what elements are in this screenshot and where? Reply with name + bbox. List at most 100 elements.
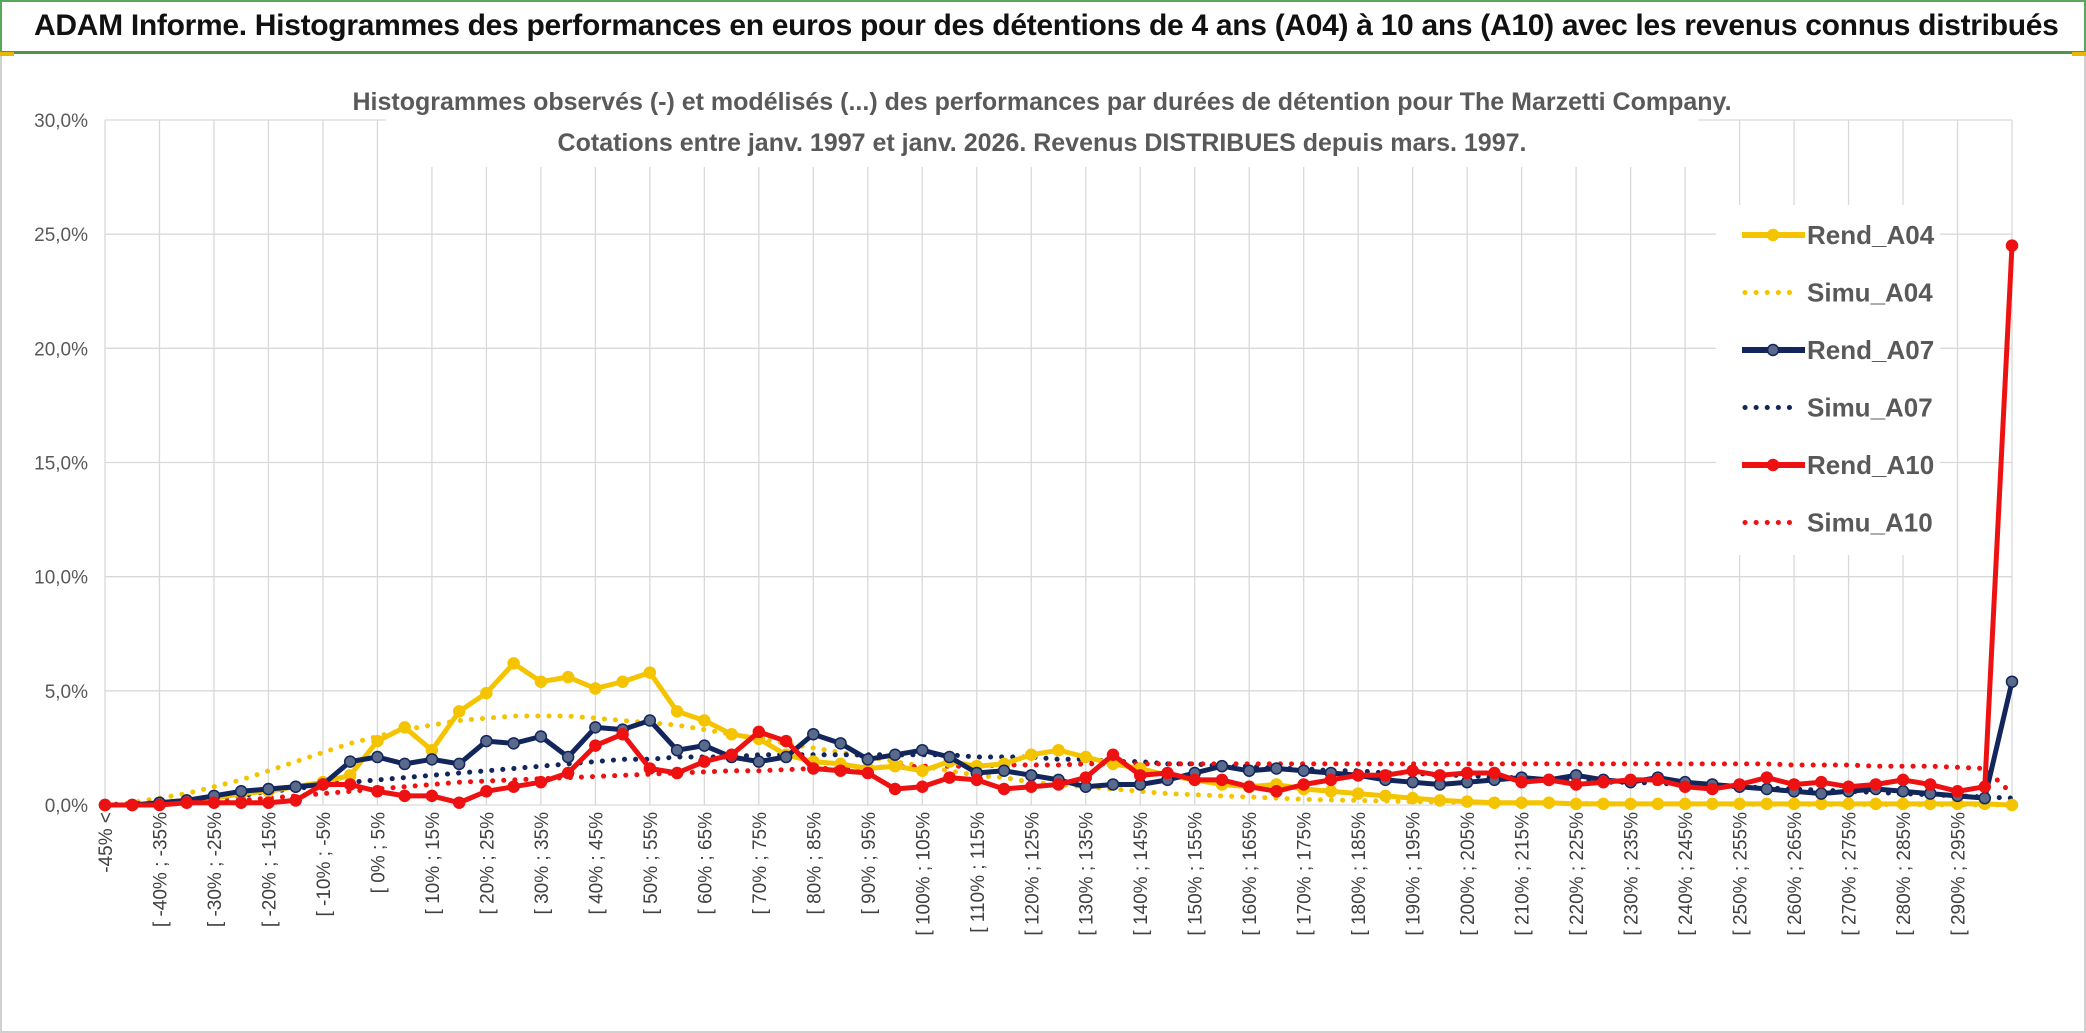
x-tick-label: [ 230% ; 235% — [1622, 812, 1643, 936]
data-point-rend-a10 — [153, 798, 166, 812]
data-point-rend-a04 — [1678, 797, 1692, 811]
data-point-rend-a10 — [1488, 766, 1501, 780]
data-point-rend-a10 — [1079, 771, 1092, 784]
data-point-rend-a04 — [1624, 797, 1637, 811]
x-tick-label: [ 170% ; 175% — [1295, 812, 1316, 936]
data-point-rend-a10 — [970, 773, 984, 787]
data-point-rend-a10 — [234, 796, 248, 809]
data-point-rend-a10 — [1924, 778, 1937, 791]
data-point-rend-a04 — [1869, 797, 1883, 811]
x-tick-label: [ 0% ; 5% — [368, 812, 389, 893]
data-point-rend-a10 — [1597, 775, 1610, 789]
data-point-rend-a07 — [834, 737, 847, 750]
data-point-rend-a04 — [1351, 787, 1365, 800]
data-point-rend-a04 — [1025, 748, 1038, 762]
data-point-rend-a04 — [1379, 789, 1392, 803]
data-point-rend-a10 — [125, 798, 139, 812]
data-point-rend-a10 — [997, 782, 1011, 796]
legend-marker-rend-a07 — [1766, 343, 1780, 357]
y-tick-label: 20,0% — [34, 339, 88, 360]
legend-label-simu-a04: Simu_A04 — [1807, 278, 1933, 308]
data-point-rend-a10 — [316, 778, 330, 791]
y-tick-label: 5,0% — [45, 682, 88, 703]
data-point-rend-a04 — [1597, 797, 1610, 811]
data-point-rend-a07 — [1896, 785, 1910, 798]
data-point-rend-a04 — [1569, 797, 1583, 811]
legend-marker-rend-a10 — [1766, 458, 1780, 472]
data-point-rend-a04 — [1079, 750, 1092, 764]
x-tick-label: [ 60% ; 65% — [695, 812, 716, 915]
page-title: ADAM Informe. Histogrammes des performan… — [34, 9, 2059, 42]
data-point-rend-a04 — [2005, 798, 2019, 812]
data-point-rend-a10 — [670, 766, 684, 780]
chart-frame — [0, 54, 2086, 1033]
legend-label-simu-a07: Simu_A07 — [1807, 393, 1933, 423]
data-point-rend-a10 — [534, 775, 548, 789]
data-point-rend-a10 — [1133, 769, 1147, 782]
data-point-rend-a04 — [1896, 797, 1910, 811]
data-point-rend-a10 — [616, 727, 629, 741]
data-point-rend-a07 — [561, 750, 575, 764]
data-point-rend-a07 — [425, 753, 439, 766]
x-tick-label: [ 70% ; 75% — [750, 812, 771, 915]
data-point-rend-a10 — [1379, 769, 1392, 782]
legend-marker-rend-a04 — [1766, 228, 1780, 242]
data-point-rend-a07 — [480, 734, 493, 748]
data-point-rend-a10 — [1161, 766, 1174, 780]
data-point-rend-a10 — [207, 796, 221, 809]
x-tick-label: [ 160% ; 165% — [1240, 812, 1261, 936]
data-point-rend-a10 — [1842, 780, 1855, 793]
data-point-rend-a07 — [943, 750, 956, 764]
data-point-rend-a07 — [1025, 769, 1038, 782]
x-tick-label: [ 190% ; 195% — [1404, 812, 1425, 936]
data-point-rend-a07 — [1215, 759, 1229, 773]
data-point-rend-a10 — [1297, 778, 1310, 791]
x-tick-label: [ 180% ; 185% — [1349, 812, 1370, 936]
data-point-rend-a07 — [916, 743, 929, 757]
corner-marker-left — [0, 52, 14, 56]
data-point-rend-a07 — [888, 748, 902, 762]
data-point-rend-a07 — [698, 739, 711, 752]
data-point-rend-a07 — [1297, 764, 1310, 777]
legend-label-rend-a07: Rend_A07 — [1807, 335, 1934, 365]
x-tick-label: [ -40% ; -35% — [150, 812, 171, 927]
data-point-rend-a04 — [452, 705, 466, 718]
data-point-rend-a07 — [262, 782, 275, 796]
data-point-rend-a10 — [1052, 778, 1065, 791]
data-point-rend-a04 — [616, 675, 629, 688]
y-tick-label: 10,0% — [34, 568, 88, 589]
series-line-simu-a10 — [102, 761, 2015, 808]
data-point-rend-a10 — [1869, 778, 1883, 791]
x-tick-label: [ 240% ; 245% — [1676, 812, 1697, 936]
x-tick-label: [ 200% ; 205% — [1458, 812, 1479, 936]
data-point-rend-a10 — [398, 789, 411, 803]
x-tick-label: [ 110% ; 115% — [968, 812, 989, 933]
data-point-rend-a10 — [262, 796, 275, 809]
data-point-rend-a10 — [943, 771, 956, 784]
data-point-rend-a04 — [480, 686, 493, 700]
data-point-rend-a07 — [807, 727, 820, 741]
chart-title-line-1: Histogrammes observés (-) et modélisés (… — [352, 88, 1731, 116]
x-tick-label: [ 210% ; 215% — [1513, 812, 1534, 936]
data-point-rend-a10 — [1951, 785, 1964, 798]
data-point-rend-a04 — [670, 705, 684, 718]
data-point-rend-a10 — [725, 748, 738, 762]
series-line-simu-a07 — [102, 752, 2015, 808]
data-point-rend-a07 — [643, 714, 657, 727]
data-point-rend-a10 — [1733, 778, 1746, 791]
data-point-rend-a10 — [425, 789, 439, 803]
data-point-rend-a10 — [1270, 785, 1283, 798]
data-point-rend-a07 — [371, 750, 384, 764]
data-point-rend-a04 — [534, 675, 548, 688]
data-point-rend-a10 — [1760, 771, 1774, 784]
data-point-rend-a04 — [643, 666, 657, 679]
data-point-rend-a10 — [698, 755, 711, 768]
data-point-rend-a04 — [1433, 794, 1447, 807]
data-point-rend-a10 — [343, 778, 357, 791]
data-point-rend-a10 — [1242, 780, 1256, 793]
data-point-rend-a07 — [779, 750, 793, 764]
data-point-rend-a07 — [997, 764, 1011, 777]
x-tick-label: [ 250% ; 255% — [1731, 812, 1752, 936]
data-point-rend-a10 — [916, 780, 929, 793]
data-point-rend-a10 — [1815, 775, 1828, 789]
